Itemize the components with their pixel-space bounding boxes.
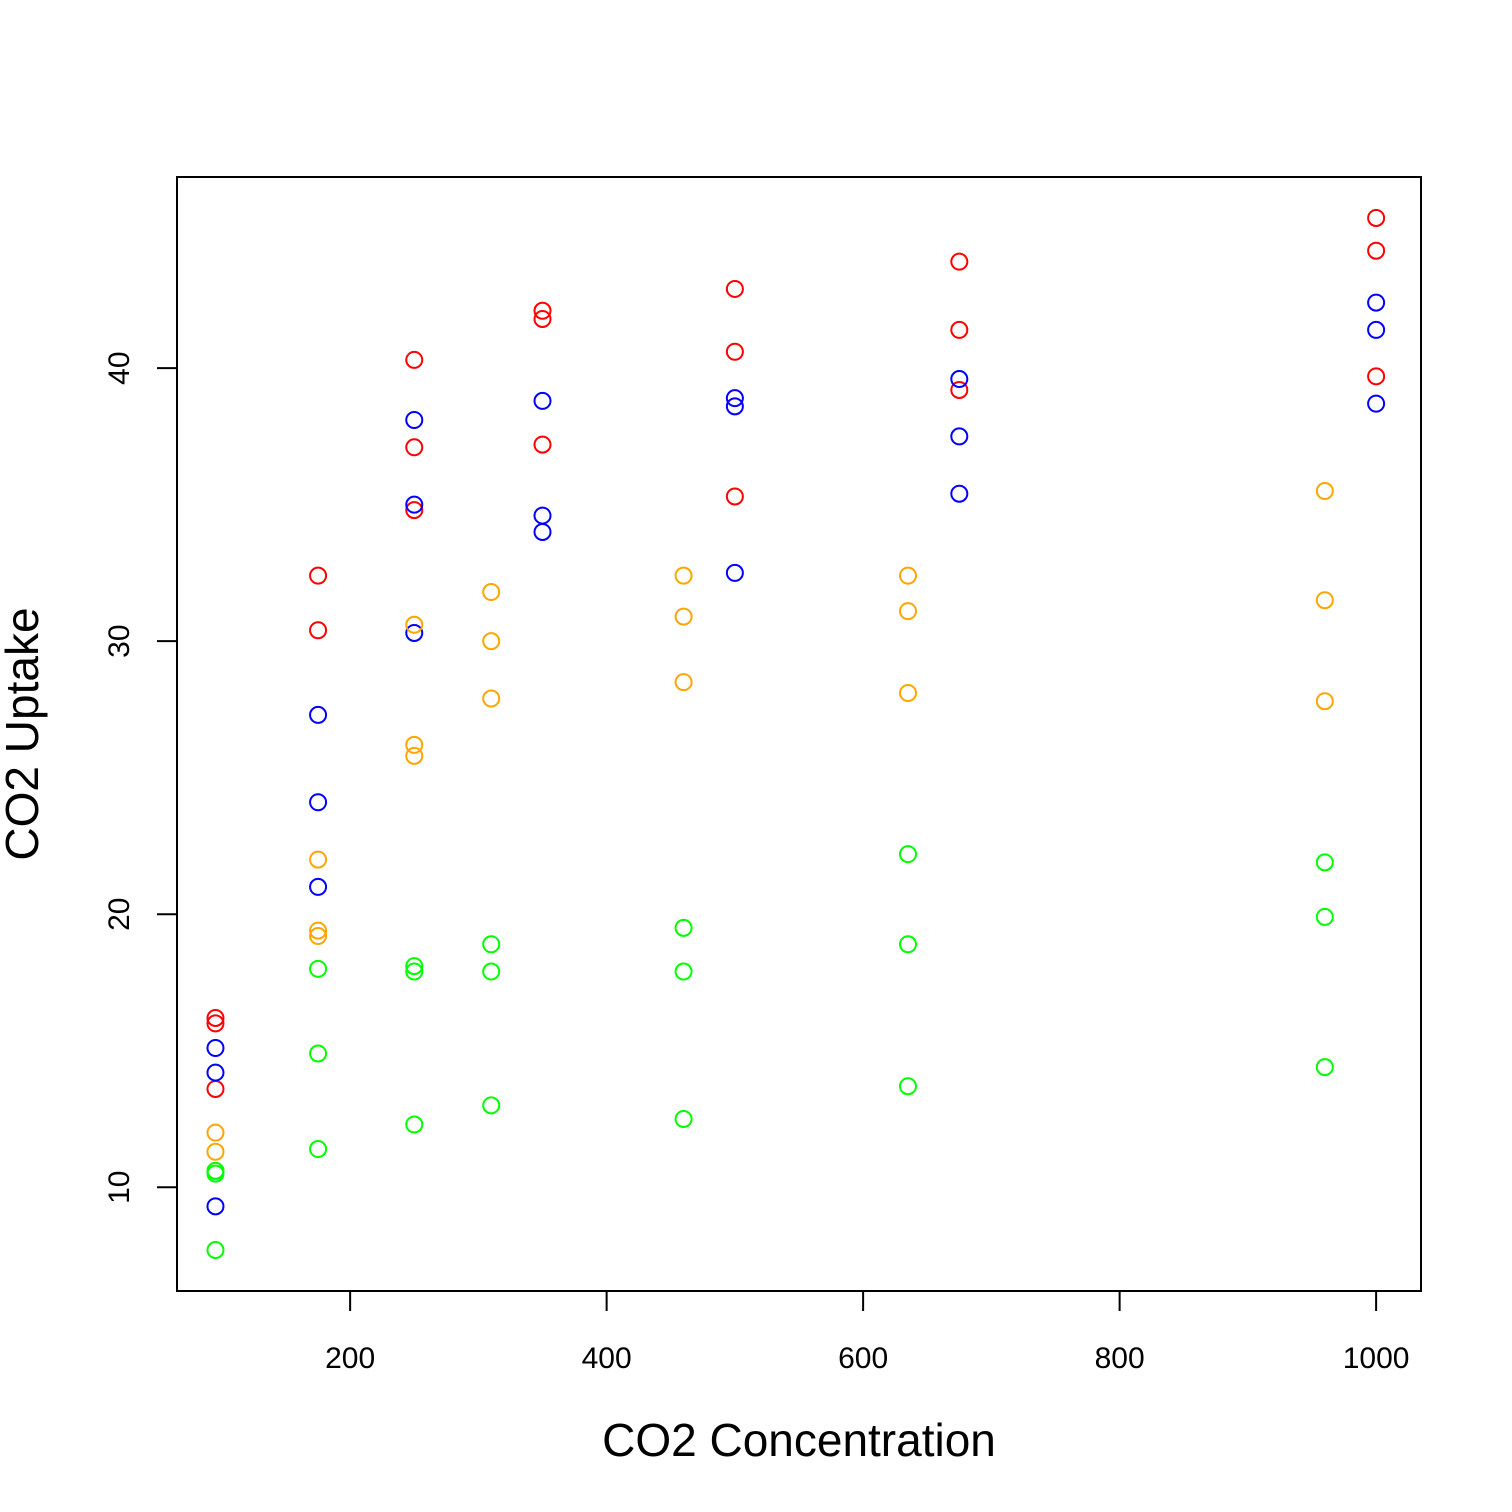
- data-point: [405, 962, 424, 981]
- data-point: [309, 959, 328, 978]
- x-axis: 200 400 600 800 1000: [325, 1290, 1410, 1375]
- data-point: [1315, 481, 1334, 500]
- data-point: [206, 1014, 225, 1033]
- data-point: [1315, 692, 1334, 711]
- data-point: [1315, 1058, 1334, 1077]
- data-point: [309, 566, 328, 585]
- data-point: [674, 607, 693, 626]
- data-point: [309, 1140, 328, 1159]
- y-tick-label: 40: [103, 351, 136, 384]
- data-point: [1367, 208, 1386, 227]
- data-point: [206, 1063, 225, 1082]
- data-point: [405, 746, 424, 765]
- data-point: [309, 877, 328, 896]
- x-tick-label: 400: [582, 1342, 632, 1375]
- data-point: [405, 615, 424, 634]
- data-point: [533, 522, 552, 541]
- plot-area-border: [176, 176, 1422, 1292]
- data-point: [309, 793, 328, 812]
- data-point: [725, 279, 744, 298]
- data-point: [309, 850, 328, 869]
- data-point: [533, 506, 552, 525]
- data-point: [725, 342, 744, 361]
- data-point: [206, 1197, 225, 1216]
- data-point: [899, 1077, 918, 1096]
- data-point: [899, 684, 918, 703]
- data-point: [1315, 907, 1334, 926]
- data-point: [950, 320, 969, 339]
- data-point: [405, 438, 424, 457]
- data-point: [950, 484, 969, 503]
- data-point: [206, 1123, 225, 1142]
- data-point: [482, 962, 501, 981]
- data-point: [405, 350, 424, 369]
- data-point: [1367, 394, 1386, 413]
- x-tick-label: 800: [1095, 1342, 1145, 1375]
- data-point: [405, 735, 424, 754]
- x-axis-title: CO2 Concentration: [602, 1414, 996, 1466]
- data-point: [482, 689, 501, 708]
- data-point: [533, 309, 552, 328]
- data-point: [725, 487, 744, 506]
- data-point: [1315, 591, 1334, 610]
- data-point: [1367, 367, 1386, 386]
- x-tick-label: 1000: [1343, 1342, 1410, 1375]
- data-point: [674, 918, 693, 937]
- y-axis: 10 20 30 40: [103, 351, 178, 1204]
- data-point: [206, 1164, 225, 1183]
- data-point: [309, 621, 328, 640]
- data-point: [533, 435, 552, 454]
- y-axis-title: CO2 Uptake: [0, 607, 48, 860]
- data-point: [725, 389, 744, 408]
- data-point: [725, 397, 744, 416]
- data-point: [309, 1044, 328, 1063]
- data-point: [950, 427, 969, 446]
- data-point: [309, 705, 328, 724]
- data-point: [405, 495, 424, 514]
- data-point: [1367, 293, 1386, 312]
- data-point: [533, 391, 552, 410]
- data-point: [674, 1109, 693, 1128]
- data-point: [206, 1142, 225, 1161]
- x-tick-label: 200: [325, 1342, 375, 1375]
- data-point: [482, 632, 501, 651]
- data-point: [950, 252, 969, 271]
- data-point: [405, 623, 424, 642]
- data-point: [899, 566, 918, 585]
- data-point: [482, 583, 501, 602]
- data-point: [899, 935, 918, 954]
- data-point: [405, 501, 424, 520]
- data-point: [533, 301, 552, 320]
- y-tick-label: 10: [103, 1171, 136, 1204]
- data-point: [1367, 241, 1386, 260]
- data-point: [899, 602, 918, 621]
- data-point: [405, 411, 424, 430]
- data-point: [674, 566, 693, 585]
- y-tick-label: 30: [103, 624, 136, 657]
- data-point: [1315, 853, 1334, 872]
- data-point: [405, 957, 424, 976]
- data-point: [206, 1079, 225, 1098]
- data-points: [206, 208, 1386, 1260]
- data-point: [1367, 320, 1386, 339]
- data-point: [206, 1241, 225, 1260]
- data-point: [309, 927, 328, 946]
- data-point: [674, 673, 693, 692]
- data-point: [482, 935, 501, 954]
- data-point: [309, 921, 328, 940]
- data-point: [206, 1038, 225, 1057]
- x-tick-label: 600: [838, 1342, 888, 1375]
- data-point: [674, 962, 693, 981]
- data-point: [405, 1115, 424, 1134]
- data-point: [482, 1096, 501, 1115]
- data-point: [899, 845, 918, 864]
- data-point: [206, 1008, 225, 1027]
- data-point: [725, 563, 744, 582]
- data-point: [950, 380, 969, 399]
- y-tick-label: 20: [103, 898, 136, 931]
- data-point: [950, 370, 969, 389]
